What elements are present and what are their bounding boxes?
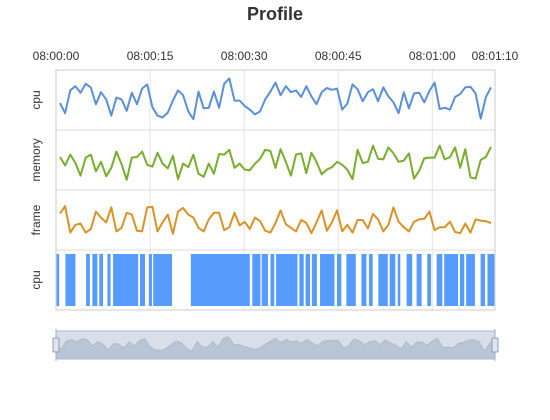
row-label-cpu: cpu — [29, 270, 43, 289]
cpu-activity-block — [459, 254, 465, 306]
cpu-activity-block — [346, 254, 356, 306]
cpu-activity-block — [397, 254, 401, 306]
row-label-frame: frame — [29, 204, 43, 235]
time-tick-label: 08:00:00 — [33, 49, 80, 63]
zoom-preview-area — [55, 336, 496, 360]
cpu-activity-block — [56, 254, 60, 306]
time-tick-label: 08:00:30 — [221, 49, 268, 63]
cpu-activity-block — [406, 254, 413, 306]
cpu-activity-block — [320, 254, 335, 306]
grid-lines — [55, 69, 496, 311]
cpu-activity-block — [305, 254, 310, 306]
cpu-activity-block — [416, 254, 422, 306]
cpu-activity-block — [261, 254, 268, 306]
cpu-activity-block — [140, 254, 146, 306]
cpu-activity-block — [361, 254, 367, 306]
zoom-selection[interactable] — [55, 330, 496, 360]
cpu-activity-block — [252, 254, 261, 306]
time-tick-label: 08:01:10 — [472, 49, 519, 63]
plot-frame — [55, 69, 496, 311]
zoom-handle-left[interactable] — [52, 337, 60, 353]
cpu-activity-block — [311, 254, 317, 306]
cpu-activity-block — [368, 254, 373, 306]
row-label-memory: memory — [29, 138, 43, 181]
row-label-cpu: cpu — [29, 90, 43, 109]
zoom-handle-right[interactable] — [491, 337, 499, 353]
cpu-activity-block — [487, 254, 495, 306]
series-line-cpu — [59, 77, 492, 121]
cpu-activity-block — [389, 254, 396, 306]
cpu-activity-block — [378, 254, 388, 306]
cpu-activity-block — [276, 254, 298, 306]
cpu-activity-block — [86, 254, 90, 306]
chart-title: Profile — [247, 4, 303, 24]
series-line-memory — [59, 144, 492, 181]
time-axis-labels: 08:00:00 08:00:15 08:00:30 08:00:45 08:01:00… — [33, 49, 519, 63]
time-tick-label: 08:00:15 — [127, 49, 174, 63]
cpu-activity-block — [65, 254, 76, 306]
cpu-activity-block — [436, 254, 443, 306]
cpu-activity-block — [480, 254, 485, 306]
cpu-activity-block — [299, 254, 304, 306]
cpu-activity-block — [190, 254, 250, 306]
cpu-activity-block — [148, 254, 152, 306]
time-tick-label: 08:00:45 — [315, 49, 362, 63]
cpu-activity-block — [113, 254, 139, 306]
cpu-activity-block — [99, 254, 104, 306]
cpu-activity-block — [466, 254, 475, 306]
cpu-activity-block — [427, 254, 432, 306]
data-zoom-slider[interactable] — [52, 329, 499, 361]
cpu-activity-block — [107, 254, 111, 306]
cpu-activity-block — [336, 254, 342, 306]
plot-area: cpu memory frame cpu — [29, 77, 495, 306]
series-line-frame — [59, 205, 492, 235]
cpu-activity-block — [444, 254, 458, 306]
cpu-activity-block — [270, 254, 275, 306]
time-tick-label: 08:01:00 — [409, 49, 456, 63]
cpu-activity-block — [153, 254, 173, 306]
cpu-activity-block — [92, 254, 98, 306]
